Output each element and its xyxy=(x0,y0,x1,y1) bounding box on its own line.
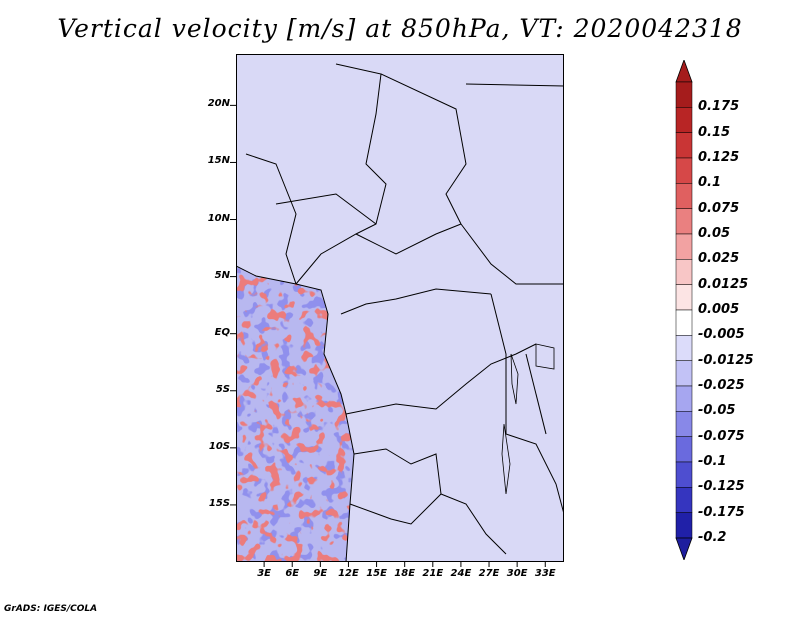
map-frame xyxy=(236,54,564,562)
map-panel xyxy=(230,54,564,567)
velocity-field xyxy=(236,54,564,562)
colorbar-segment xyxy=(675,183,693,209)
colorbar-segment xyxy=(675,360,693,387)
lon-label: 18E xyxy=(394,568,416,579)
colorbar-level-label: -0.05 xyxy=(698,403,736,419)
lon-label: 33E xyxy=(534,568,556,579)
colorbar-level-label: -0.2 xyxy=(698,530,727,545)
colorbar-level-label: 0.15 xyxy=(698,124,731,140)
colorbar-segment xyxy=(675,132,693,159)
colorbar-level-label: 0.075 xyxy=(698,200,740,216)
colorbar-level-label: 0.1 xyxy=(698,175,722,191)
lon-label: 6E xyxy=(285,568,300,579)
colorbar-segment xyxy=(675,335,693,361)
lon-label: 21E xyxy=(422,568,444,579)
lat-label: EQ xyxy=(214,326,230,338)
lat-label: 15N xyxy=(207,155,230,167)
lat-label: 5S xyxy=(215,383,230,395)
lat-label: 5N xyxy=(214,269,230,281)
lat-label: 10S xyxy=(208,440,230,452)
colorbar-level-label: -0.025 xyxy=(698,378,745,393)
lon-label: 24E xyxy=(450,568,472,579)
colorbar-segment xyxy=(675,385,693,412)
axis-ticks xyxy=(230,104,546,567)
lon-label: 9E xyxy=(313,568,328,579)
colorbar-bottom-arrow xyxy=(675,537,693,560)
colorbar-level-label: -0.0125 xyxy=(698,352,754,368)
lon-label: 12E xyxy=(338,568,359,579)
lat-label: 15S xyxy=(208,497,230,509)
lat-label: 20N xyxy=(207,98,230,110)
colorbar-level-label: 0.025 xyxy=(698,251,740,267)
lat-label: 10N xyxy=(207,212,230,224)
colorbar-segment xyxy=(675,157,693,184)
country-boundaries xyxy=(236,63,564,562)
lon-label: 27E xyxy=(478,568,500,579)
lon-label: 3E xyxy=(257,568,271,579)
colorbar-level-label: -0.125 xyxy=(698,479,745,495)
colorbar-level-label: -0.005 xyxy=(698,327,745,343)
colorbar-segment xyxy=(675,411,693,437)
colorbar-level-label: -0.075 xyxy=(698,428,745,444)
colorbar-segment xyxy=(675,259,693,285)
colorbar-level-label: -0.1 xyxy=(698,454,727,469)
grads-credit: GrADS: IGES/COLA xyxy=(4,604,98,614)
colorbar-level-label: 0.05 xyxy=(698,226,731,241)
map-title: Vertical velocity [m/s] at 850hPa, VT: 2… xyxy=(57,14,743,43)
lon-label: 15E xyxy=(366,568,387,579)
lon-label: 30E xyxy=(506,568,528,579)
colorbar-segment xyxy=(675,487,693,513)
colorbar xyxy=(675,60,693,560)
colorbar-segment xyxy=(675,284,693,311)
colorbar-segment xyxy=(675,107,693,133)
colorbar-segment xyxy=(675,436,693,463)
colorbar-segment xyxy=(675,512,693,539)
colorbar-level-label: 0.0125 xyxy=(698,276,749,292)
lakes xyxy=(501,343,555,495)
colorbar-top-arrow xyxy=(675,60,693,83)
colorbar-segment xyxy=(675,208,693,235)
colorbar-level-label: 0.125 xyxy=(698,150,740,165)
colorbar-level-label: 0.175 xyxy=(698,99,740,115)
colorbar-segment xyxy=(675,461,693,488)
colorbar-segment xyxy=(675,309,693,336)
colorbar-segment xyxy=(675,233,693,260)
colorbar-level-label: -0.175 xyxy=(698,504,745,520)
colorbar-segment xyxy=(675,81,693,108)
colorbar-level-label: 0.005 xyxy=(698,302,740,317)
